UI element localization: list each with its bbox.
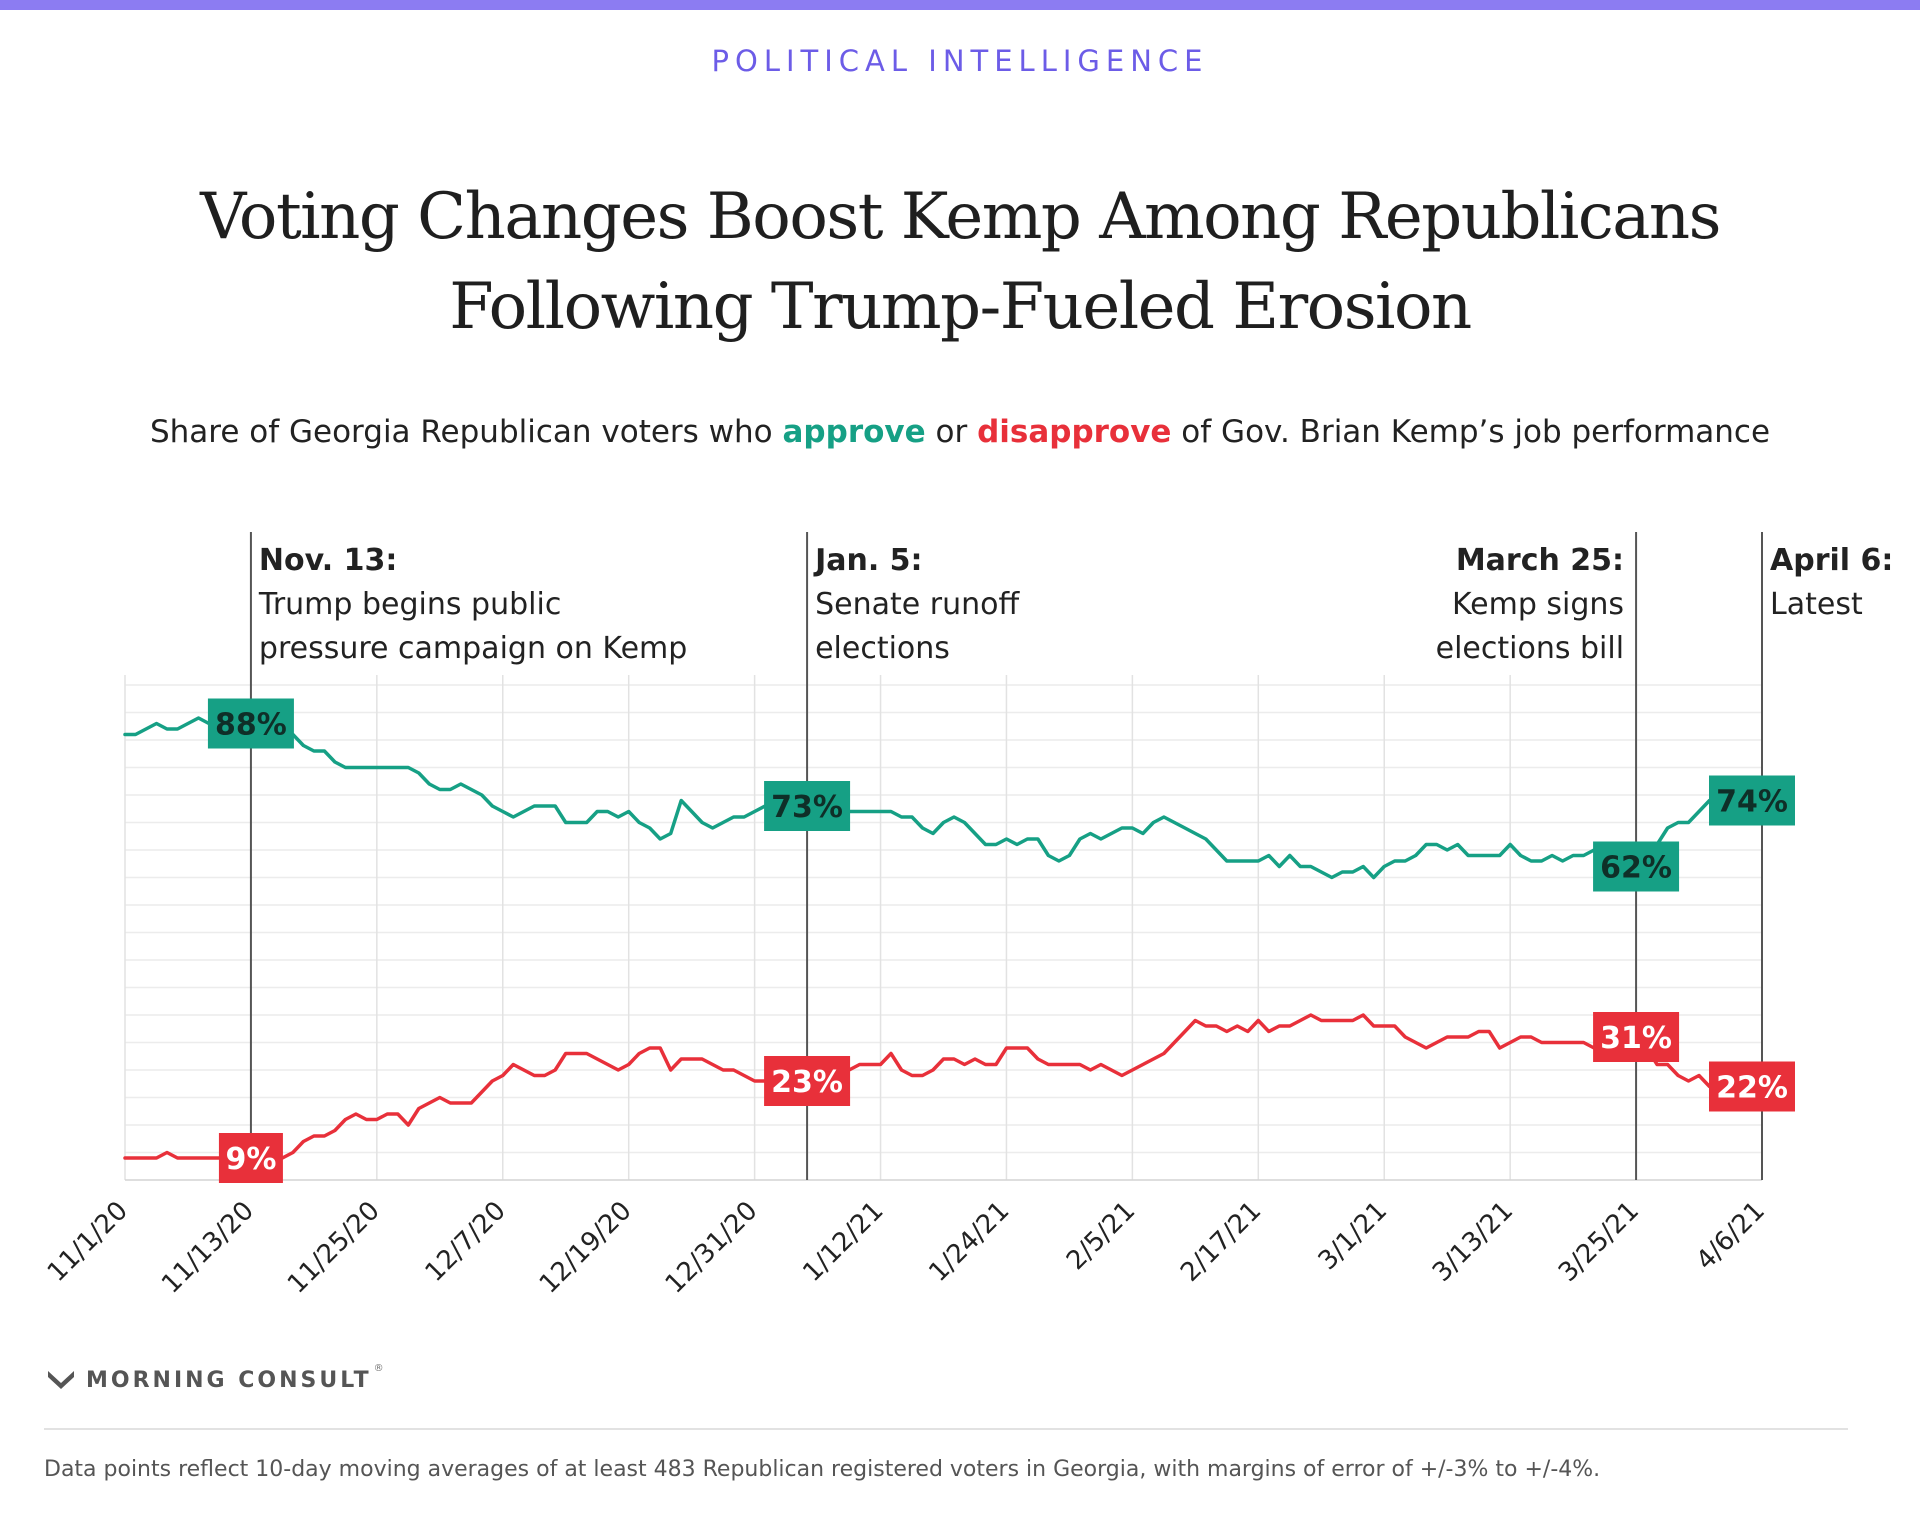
value-label-box-approve: [207, 698, 294, 749]
chart-title: Voting Changes Boost Kemp Among Republic…: [0, 172, 1920, 352]
chart-annotations: Nov. 13: Trump begins public pressure camp…: [249, 532, 1893, 1180]
subtitle-disapprove-keyword: disapprove: [977, 414, 1172, 450]
annotation-text-line: Trump begins public: [258, 587, 561, 622]
x-tick-label: 3/1/21: [1313, 1196, 1393, 1276]
kicker-label: POLITICAL INTELLIGENCE: [711, 44, 1209, 78]
annotation-text-line: Kemp signs: [1452, 587, 1624, 622]
annotation-text-line: Latest: [1770, 587, 1863, 622]
annotation-text-line: pressure campaign on Kemp: [259, 631, 687, 666]
annotation-heading: March 25:: [1456, 543, 1624, 578]
chart-gridlines: [124, 675, 1763, 1181]
subtitle-approve-keyword: approve: [782, 414, 926, 450]
x-tick-label: 1/24/21: [923, 1196, 1015, 1288]
value-label-box-approve: [764, 781, 851, 831]
series-line-disapprove: [123, 1013, 1733, 1160]
chart-title-line-2: Following Trump-Fueled Erosion: [449, 270, 1472, 344]
logo-wordmark: MORNING CONSULT: [86, 1367, 372, 1393]
x-tick-label: 11/25/20: [282, 1196, 386, 1300]
annotation-text-line: elections: [815, 631, 950, 666]
x-tick-label: 3/13/21: [1427, 1196, 1519, 1288]
series-line-approve: [123, 716, 1733, 880]
value-label-box-disapprove: [764, 1056, 851, 1106]
value-label-text: 22%: [1716, 1071, 1788, 1106]
morning-consult-logo: MORNING CONSULT ®: [46, 1363, 384, 1397]
x-tick-label: 2/17/21: [1175, 1196, 1267, 1288]
x-tick-label: 4/6/21: [1691, 1196, 1771, 1276]
chart-subtitle: Share of Georgia Republican voters who a…: [0, 414, 1920, 450]
value-label-box-disapprove: [218, 1133, 283, 1183]
value-label-box-disapprove: [1709, 1061, 1795, 1112]
value-label-box-approve: [1593, 841, 1680, 892]
subtitle-text-pre: Share of Georgia Republican voters who: [149, 414, 783, 450]
annotation-heading: April 6:: [1770, 543, 1893, 578]
footer-divider: [44, 1428, 1848, 1430]
value-label-text: 74%: [1716, 785, 1788, 820]
value-label-text: 62%: [1600, 851, 1672, 886]
value-label-text: 31%: [1600, 1021, 1672, 1056]
x-tick-label: 12/31/20: [660, 1196, 764, 1300]
x-tick-label: 2/5/21: [1061, 1196, 1141, 1276]
annotation-text-line: Senate runoff: [815, 587, 1020, 622]
chart-value-labels: 88% 73% 62% 74% 9% 23% 31% 22%: [207, 698, 1795, 1183]
value-label-text: 9%: [225, 1142, 276, 1177]
footnote-text: Data points reflect 10-day moving averag…: [44, 1457, 1601, 1482]
x-tick-label: 1/12/21: [797, 1196, 889, 1288]
annotation-heading: Jan. 5:: [813, 543, 922, 578]
approval-line-chart: Nov. 13: Trump begins public pressure camp…: [42, 532, 1893, 1300]
value-label-text: 23%: [771, 1065, 843, 1100]
x-tick-label: 11/13/20: [156, 1196, 260, 1300]
top-accent-bar: [0, 0, 1920, 10]
chart-title-line-1: Voting Changes Boost Kemp Among Republic…: [200, 180, 1721, 254]
value-label-text: 88%: [215, 708, 287, 743]
x-axis-tick-labels: 11/1/20 11/13/20 11/25/20 12/7/20 12/19/20 12…: [42, 1196, 1771, 1300]
value-label-text: 73%: [771, 790, 843, 825]
value-label-box-approve: [1709, 775, 1795, 826]
subtitle-text-post: of Gov. Brian Kemp’s job performance: [1171, 414, 1771, 450]
x-tick-label: 12/7/20: [420, 1196, 512, 1288]
x-tick-label: 12/19/20: [534, 1196, 638, 1300]
x-tick-label: 11/1/20: [42, 1196, 134, 1288]
chart-series-lines: [123, 716, 1733, 1160]
annotation-heading: Nov. 13:: [259, 543, 397, 578]
x-tick-label: 3/25/21: [1553, 1196, 1645, 1288]
subtitle-text-mid: or: [925, 414, 978, 450]
logo-registered-mark: ®: [373, 1363, 384, 1374]
annotation-text-line: elections bill: [1436, 631, 1624, 666]
value-label-box-disapprove: [1593, 1012, 1680, 1062]
morning-consult-m-icon: [48, 1371, 74, 1389]
